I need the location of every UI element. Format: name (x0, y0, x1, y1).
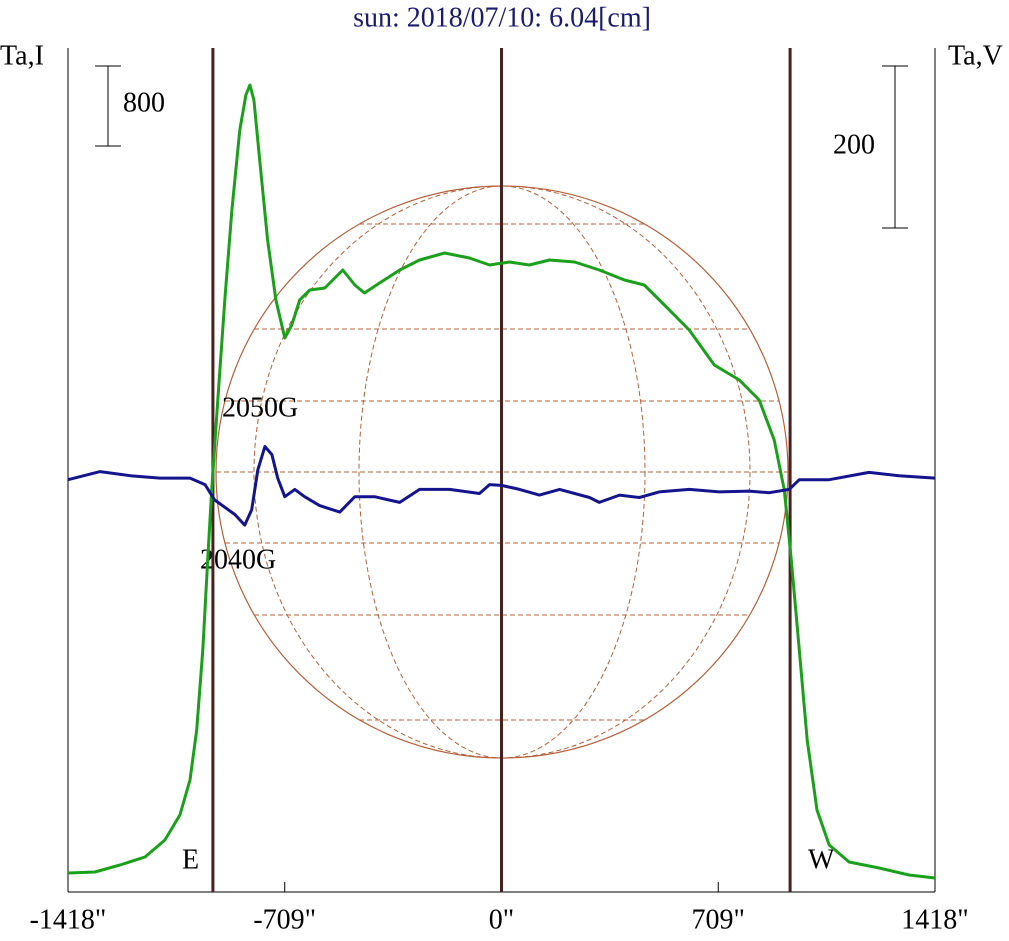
x-tick-label: 1418" (901, 904, 968, 935)
x-tick-label: 709" (692, 904, 745, 935)
y-axis-label: Ta,I (0, 40, 44, 71)
annotation: 2050G (222, 392, 298, 423)
chart-title: sun: 2018/07/10: 6.04[cm] (353, 2, 651, 33)
scale-bar (95, 65, 121, 147)
x-tick-label: -709" (253, 904, 316, 935)
scale-bar-label: 800 (123, 87, 165, 118)
x-tick-label: 0" (489, 904, 514, 935)
scale-bar-label: 200 (833, 129, 875, 160)
x-tick-label: -1418" (30, 904, 107, 935)
y2-axis-label: Ta,V (948, 40, 1003, 71)
scale-bar (882, 65, 908, 229)
annotation: W (808, 844, 835, 875)
series-line (67, 83, 936, 880)
series-line (67, 445, 936, 527)
annotation: E (182, 844, 199, 875)
